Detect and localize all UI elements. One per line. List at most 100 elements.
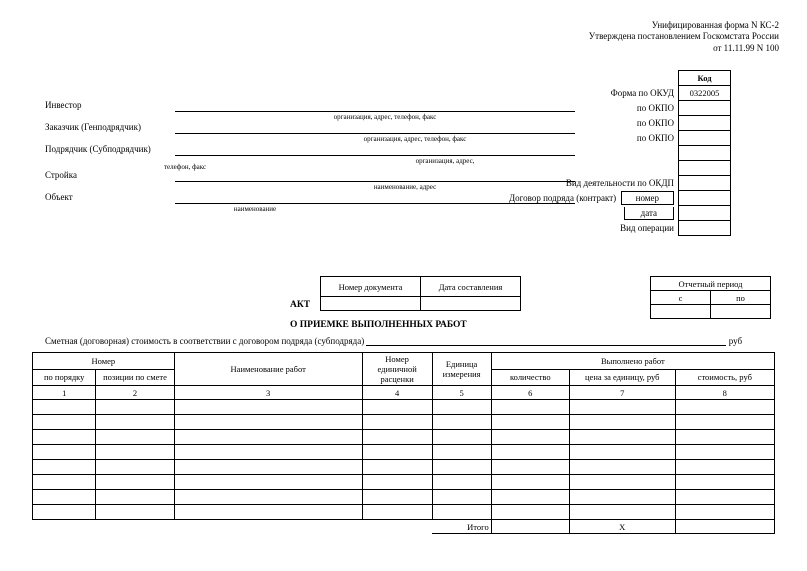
docnum-label: Номер документа (321, 277, 421, 297)
table-cell (432, 460, 491, 475)
th-vyp: Выполнено работ (491, 353, 774, 370)
th-poradok: по порядку (33, 369, 96, 386)
table-row (33, 475, 775, 490)
table-cell (675, 460, 774, 475)
object-line (175, 192, 575, 204)
hint-object: наименование (215, 205, 295, 213)
table-cell (569, 460, 675, 475)
table-cell (569, 400, 675, 415)
period-label: Отчетный период (651, 277, 771, 291)
table-cell (96, 460, 174, 475)
okpo2-value (679, 116, 731, 131)
table-cell (675, 445, 774, 460)
table-row (33, 490, 775, 505)
table-cell (569, 505, 675, 520)
main-table: Номер Наименование работ Номер единичной… (32, 352, 775, 534)
table-cell (569, 430, 675, 445)
table-cell (33, 445, 96, 460)
table-cell (569, 490, 675, 505)
table-cell (33, 490, 96, 505)
okud-value: 0322005 (679, 86, 731, 101)
okpo3-value (679, 131, 731, 146)
table-row (33, 460, 775, 475)
table-cell (96, 505, 174, 520)
coln-1: 1 (33, 386, 96, 400)
kod-header: Код (679, 71, 731, 86)
table-cell (174, 460, 362, 475)
itogo-kol (491, 520, 569, 534)
coln-5: 5 (432, 386, 491, 400)
coln-6: 6 (491, 386, 569, 400)
smeta-row: Сметная (договорная) стоимость в соответ… (45, 335, 761, 346)
coln-7: 7 (569, 386, 675, 400)
coln-3: 3 (174, 386, 362, 400)
th-stoim: стоимость, руб (675, 369, 774, 386)
table-cell (491, 505, 569, 520)
table-cell (432, 400, 491, 415)
object-label: Объект (45, 192, 73, 202)
period-to-value (711, 305, 771, 319)
table-cell (174, 505, 362, 520)
docdate-label: Дата составления (421, 277, 521, 297)
page-root: Унифицированная форма N КС-2 Утверждена … (0, 0, 807, 571)
smeta-line (366, 335, 726, 346)
table-cell (96, 445, 174, 460)
table-cell (362, 490, 432, 505)
table-cell (432, 505, 491, 520)
table-row (33, 430, 775, 445)
contract-date-value (679, 206, 731, 221)
table-row (33, 400, 775, 415)
contractor-label: Подрядчик (Субподрядчик) (45, 144, 151, 154)
table-cell (675, 505, 774, 520)
table-cell (569, 415, 675, 430)
table-cell (675, 430, 774, 445)
table-cell (362, 505, 432, 520)
table-cell (432, 445, 491, 460)
itogo-stoim (675, 520, 774, 534)
code-blank1 (679, 146, 731, 161)
table-cell (569, 475, 675, 490)
hint-customer: организация, адрес, телефон, факс (325, 135, 505, 143)
table-cell (174, 415, 362, 430)
table-cell (362, 430, 432, 445)
colnum-row: 1 2 3 4 5 6 7 8 (33, 386, 775, 400)
stroika-label: Стройка (45, 170, 77, 180)
period-from-value (651, 305, 711, 319)
akt-title: О ПРИЕМКЕ ВЫПОЛНЕННЫХ РАБОТ (290, 320, 807, 330)
period-from-label: с (651, 291, 711, 305)
th-kol: количество (491, 369, 569, 386)
table-cell (174, 400, 362, 415)
itogo-x: X (569, 520, 675, 534)
docnum-table: Номер документа Дата составления (320, 276, 521, 311)
table-cell (491, 415, 569, 430)
customer-line (175, 122, 575, 134)
table-cell (491, 490, 569, 505)
table-cell (675, 415, 774, 430)
coln-2: 2 (96, 386, 174, 400)
table-cell (675, 475, 774, 490)
th-naim: Наименование работ (174, 353, 362, 386)
table-cell (432, 475, 491, 490)
table-cell (491, 445, 569, 460)
smeta-label: Сметная (договорная) стоимость в соответ… (45, 336, 364, 346)
table-cell (96, 490, 174, 505)
table-cell (33, 475, 96, 490)
table-cell (491, 460, 569, 475)
itogo-row: Итого X (33, 520, 775, 534)
table-cell (33, 505, 96, 520)
table-cell (675, 490, 774, 505)
itogo-label: Итого (432, 520, 491, 534)
table-cell (362, 475, 432, 490)
table-cell (33, 400, 96, 415)
code-blank2 (679, 161, 731, 176)
contractor-line (175, 144, 575, 156)
customer-label: Заказчик (Генподрядчик) (45, 122, 141, 132)
table-cell (675, 400, 774, 415)
table-cell (432, 490, 491, 505)
coln-4: 4 (362, 386, 432, 400)
th-nrasc: Номер единичной расценки (362, 353, 432, 386)
table-cell (174, 430, 362, 445)
akt-block: Номер документа Дата составления Отчетны… (0, 276, 807, 330)
table-cell (432, 430, 491, 445)
blank-rows-body (33, 400, 775, 520)
